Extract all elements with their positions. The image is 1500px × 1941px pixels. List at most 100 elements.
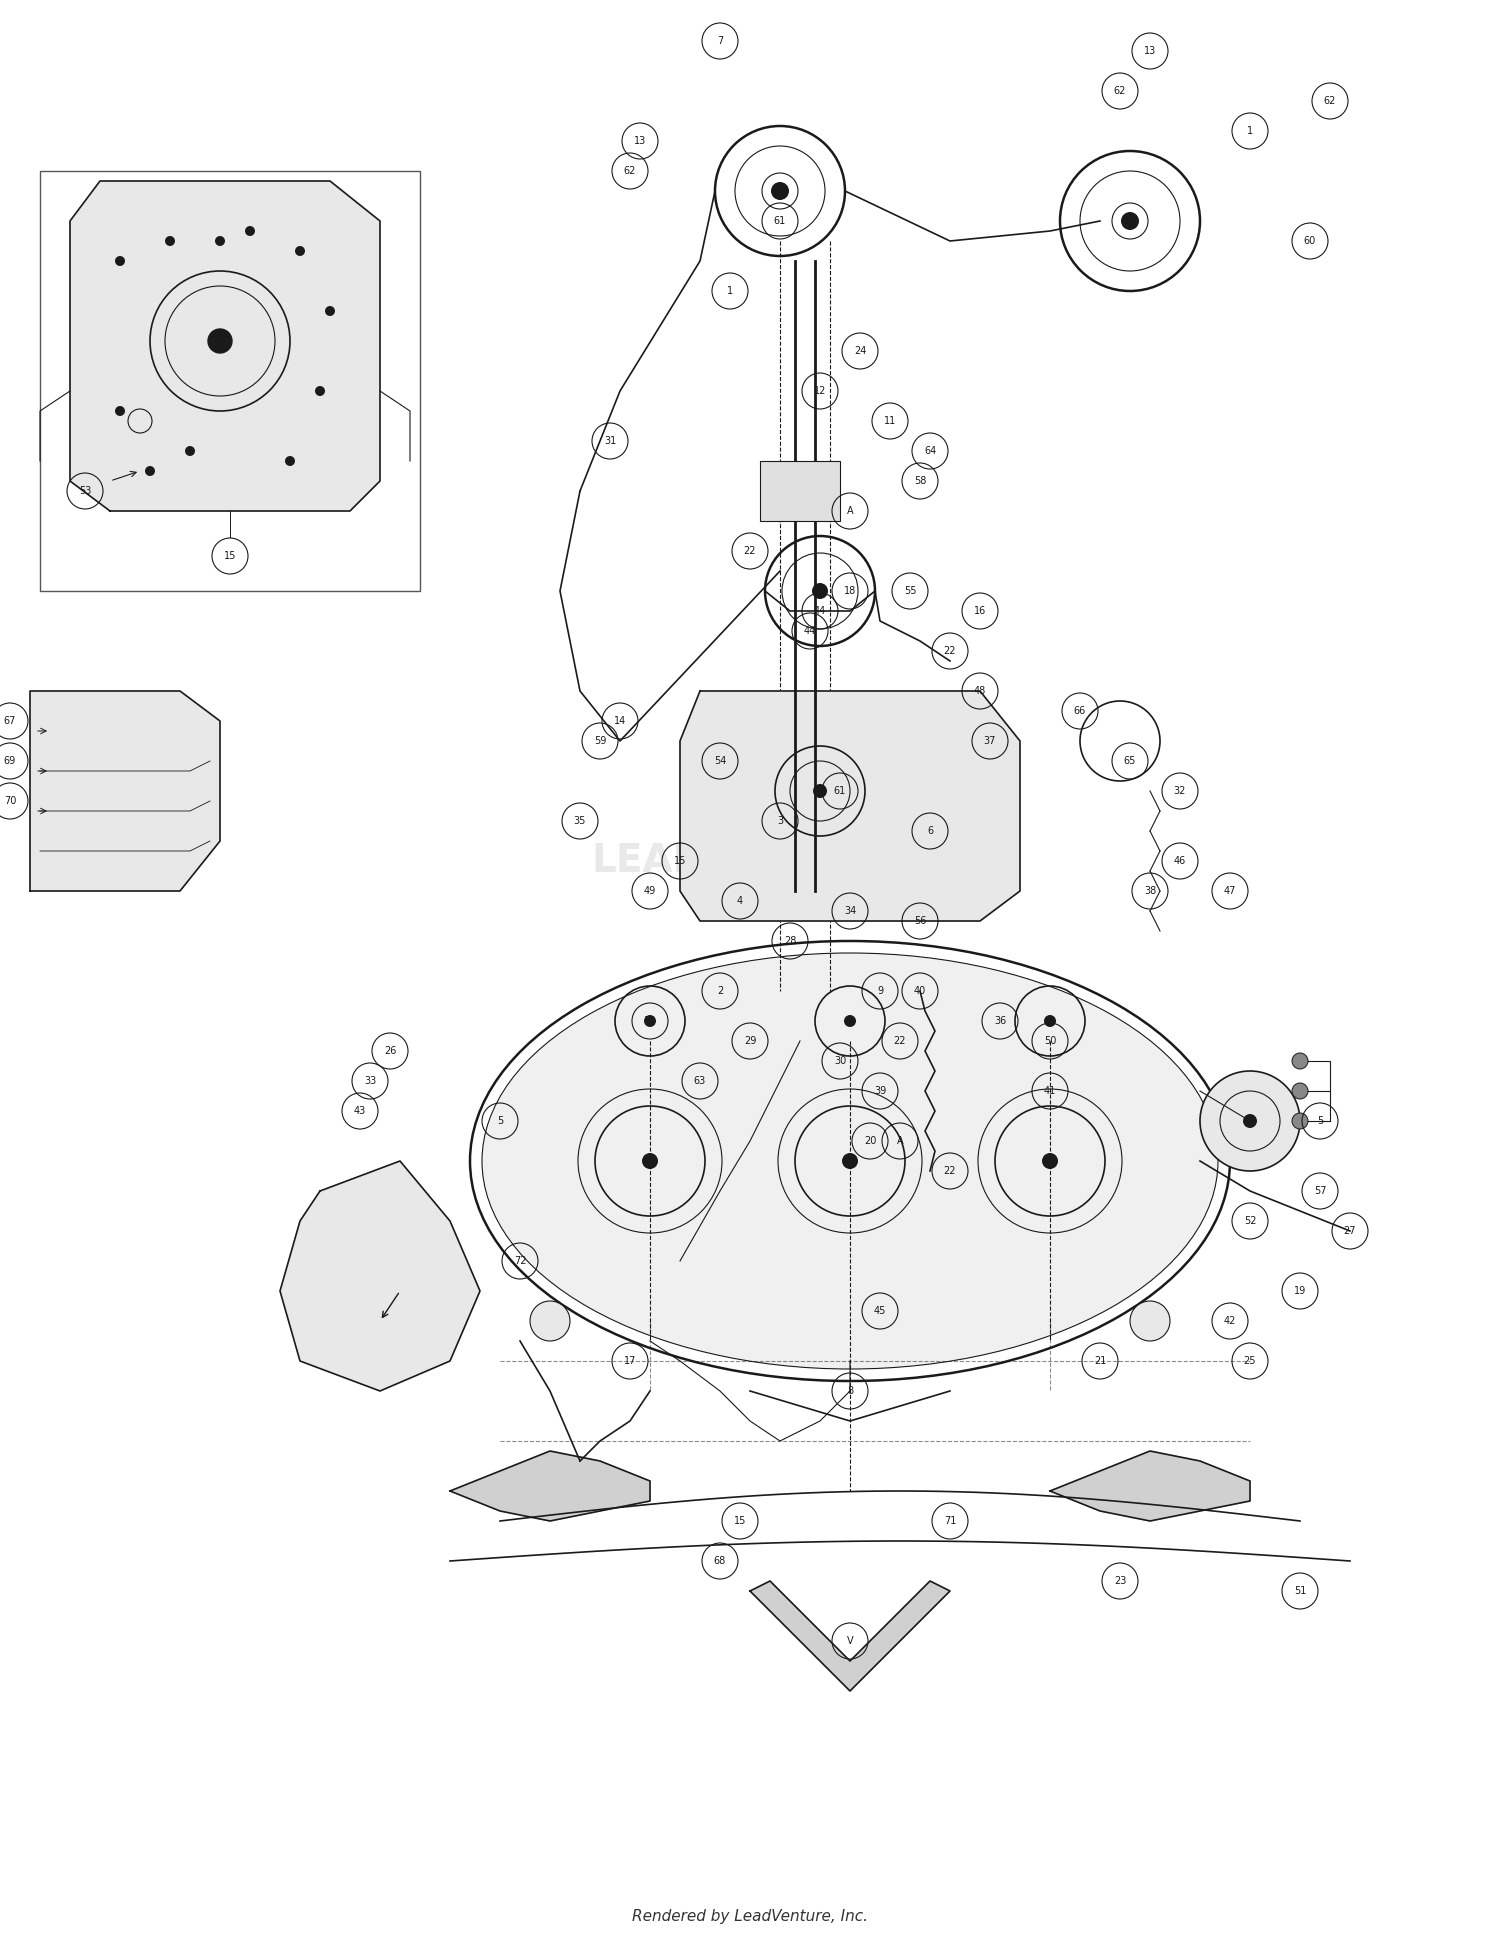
Text: 40: 40: [914, 986, 926, 996]
Polygon shape: [280, 1161, 480, 1392]
Text: 49: 49: [644, 885, 656, 897]
Text: 66: 66: [1074, 707, 1086, 716]
Text: 4: 4: [736, 897, 742, 906]
Text: 25: 25: [1244, 1357, 1257, 1366]
Circle shape: [844, 1015, 856, 1027]
Text: 50: 50: [1044, 1036, 1056, 1046]
Text: 34: 34: [844, 906, 856, 916]
Text: 60: 60: [1304, 237, 1316, 247]
Circle shape: [1244, 1114, 1257, 1128]
Polygon shape: [750, 1582, 950, 1691]
Text: 67: 67: [4, 716, 16, 726]
Text: 5: 5: [1317, 1116, 1323, 1126]
Text: 27: 27: [1344, 1227, 1356, 1236]
Circle shape: [116, 406, 124, 415]
Text: 11: 11: [884, 415, 896, 425]
Text: V: V: [846, 1636, 853, 1646]
Text: 24: 24: [853, 345, 865, 355]
Text: 41: 41: [1044, 1087, 1056, 1097]
Text: 61: 61: [834, 786, 846, 796]
Circle shape: [644, 1015, 656, 1027]
Text: 28: 28: [784, 936, 796, 945]
Polygon shape: [30, 691, 220, 891]
Text: 30: 30: [834, 1056, 846, 1066]
Text: 8: 8: [847, 1386, 853, 1396]
Polygon shape: [70, 181, 380, 510]
Text: 31: 31: [604, 437, 616, 446]
Text: 29: 29: [744, 1036, 756, 1046]
Circle shape: [285, 456, 296, 466]
Text: 51: 51: [1294, 1586, 1306, 1596]
Circle shape: [812, 582, 828, 600]
Text: 59: 59: [594, 736, 606, 745]
Text: 42: 42: [1224, 1316, 1236, 1326]
Circle shape: [165, 237, 176, 247]
Text: 37: 37: [984, 736, 996, 745]
Circle shape: [244, 225, 255, 237]
Text: 1: 1: [1126, 215, 1132, 225]
Text: 44: 44: [815, 606, 827, 615]
Text: 55: 55: [903, 586, 916, 596]
Bar: [40, 171, 420, 590]
Text: 22: 22: [944, 646, 957, 656]
Text: 18: 18: [844, 586, 856, 596]
Text: 23: 23: [1114, 1576, 1126, 1586]
Text: 62: 62: [1324, 95, 1336, 107]
Circle shape: [1042, 1153, 1058, 1168]
Circle shape: [813, 784, 826, 798]
Text: Rendered by LeadVenture, Inc.: Rendered by LeadVenture, Inc.: [632, 1908, 868, 1924]
Text: 43: 43: [354, 1106, 366, 1116]
Text: 35: 35: [574, 815, 586, 827]
Text: 39: 39: [874, 1087, 886, 1097]
Text: 57: 57: [1314, 1186, 1326, 1196]
Text: 36: 36: [994, 1015, 1006, 1027]
Text: 68: 68: [714, 1557, 726, 1566]
Text: 33: 33: [364, 1075, 376, 1087]
Circle shape: [771, 182, 789, 200]
Text: 45: 45: [874, 1306, 886, 1316]
Circle shape: [1292, 1112, 1308, 1130]
Text: 17: 17: [624, 1357, 636, 1366]
Text: 53: 53: [80, 485, 92, 497]
Text: 9: 9: [878, 986, 884, 996]
Text: LEADVENTURE: LEADVENTURE: [591, 842, 909, 879]
Text: 65: 65: [1124, 755, 1136, 767]
Text: 15: 15: [224, 551, 236, 561]
Circle shape: [184, 446, 195, 456]
Text: 44: 44: [804, 627, 816, 637]
Text: 62: 62: [624, 167, 636, 177]
Text: 21: 21: [1094, 1357, 1106, 1366]
Text: 15: 15: [734, 1516, 746, 1526]
Circle shape: [1292, 1054, 1308, 1069]
Circle shape: [1292, 1083, 1308, 1099]
Circle shape: [1130, 1300, 1170, 1341]
Text: 58: 58: [914, 476, 926, 485]
Circle shape: [326, 307, 334, 316]
Text: 61: 61: [774, 215, 786, 225]
Text: 16: 16: [974, 606, 986, 615]
Text: 71: 71: [944, 1516, 956, 1526]
Circle shape: [1044, 1015, 1056, 1027]
Circle shape: [296, 247, 304, 256]
Text: 38: 38: [1144, 885, 1156, 897]
Text: 13: 13: [634, 136, 646, 146]
Text: 20: 20: [864, 1135, 876, 1145]
Text: 6: 6: [927, 827, 933, 837]
Text: A: A: [897, 1135, 903, 1145]
Polygon shape: [1050, 1452, 1250, 1522]
Circle shape: [1200, 1071, 1300, 1170]
Text: 48: 48: [974, 685, 986, 697]
Text: 26: 26: [384, 1046, 396, 1056]
Text: 70: 70: [4, 796, 16, 806]
Bar: [760, 462, 840, 520]
Text: 10: 10: [644, 1015, 656, 1027]
Text: 44: 44: [774, 186, 786, 196]
Circle shape: [530, 1300, 570, 1341]
Text: 72: 72: [513, 1256, 526, 1266]
Text: 32: 32: [1174, 786, 1186, 796]
Text: 56: 56: [914, 916, 926, 926]
Circle shape: [214, 237, 225, 247]
Text: 19: 19: [1294, 1287, 1306, 1297]
Polygon shape: [680, 691, 1020, 920]
Text: 62: 62: [1114, 85, 1126, 95]
